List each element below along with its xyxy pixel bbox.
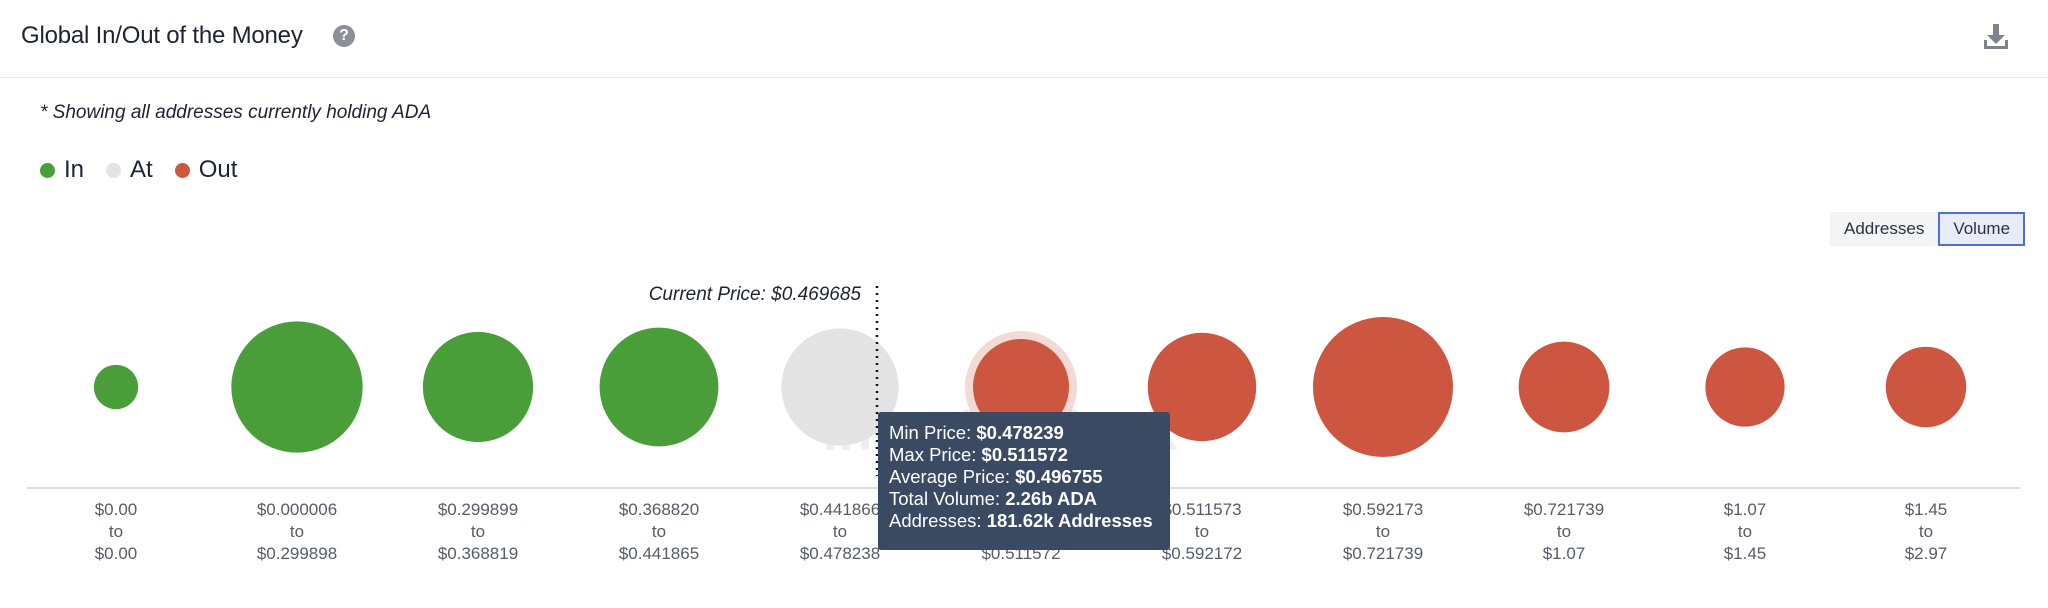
x-tick-label: $0.299899 to $0.368819 bbox=[438, 500, 518, 563]
tooltip-addresses: Addresses: 181.62k Addresses bbox=[889, 510, 1159, 532]
x-tick-label: $0.00 to $0.00 bbox=[95, 500, 138, 563]
bubble-in[interactable] bbox=[422, 331, 534, 443]
bubble-tooltip: Min Price: $0.478239 Max Price: $0.51157… bbox=[878, 412, 1170, 550]
x-tick-label: $0.511573 to $0.592172 bbox=[1162, 500, 1242, 563]
x-tick-label: $0.721739 to $1.07 bbox=[1524, 500, 1604, 563]
tooltip-min-price: Min Price: $0.478239 bbox=[889, 422, 1159, 444]
metric-toggle: Addresses Volume bbox=[1830, 212, 2026, 246]
tooltip-label: Total Volume: bbox=[889, 488, 1006, 509]
tooltip-total-volume: Total Volume: 2.26b ADA bbox=[889, 488, 1159, 510]
header: Global In/Out of the Money ? bbox=[0, 0, 2048, 78]
legend-item-at[interactable]: At bbox=[106, 156, 153, 184]
chart-legend: In At Out bbox=[40, 156, 237, 184]
legend-item-out[interactable]: Out bbox=[174, 156, 238, 184]
tooltip-average-price: Average Price: $0.496755 bbox=[889, 466, 1159, 488]
bubble-out[interactable] bbox=[1518, 341, 1610, 433]
x-tick-label: $0.592173 to $0.721739 bbox=[1343, 500, 1423, 563]
tooltip-value: 181.62k Addresses bbox=[986, 510, 1153, 531]
x-tick-label: $1.45 to $2.97 bbox=[1905, 500, 1948, 563]
legend-item-in[interactable]: In bbox=[40, 156, 84, 184]
x-tick-label: $0.368820 to $0.441865 bbox=[619, 500, 699, 563]
tooltip-label: Min Price: bbox=[889, 422, 977, 443]
holdings-note: * Showing all addresses currently holdin… bbox=[40, 102, 432, 123]
legend-dot-out bbox=[174, 162, 190, 178]
legend-dot-in bbox=[40, 162, 55, 178]
legend-dot-at bbox=[106, 162, 122, 178]
tooltip-value: 2.26b ADA bbox=[1005, 488, 1098, 509]
bubble-out[interactable] bbox=[1147, 332, 1257, 442]
legend-label-in: In bbox=[64, 156, 85, 183]
bubble-out[interactable] bbox=[1705, 347, 1785, 427]
tooltip-label: Average Price: bbox=[889, 466, 1016, 487]
bubble-out[interactable] bbox=[973, 339, 1069, 435]
bubble-in[interactable] bbox=[231, 321, 363, 453]
download-icon[interactable] bbox=[1982, 22, 2010, 52]
bubble-in[interactable] bbox=[93, 364, 139, 410]
x-tick-label: $1.07 to $1.45 bbox=[1724, 500, 1767, 563]
tooltip-value: $0.511572 bbox=[981, 444, 1068, 465]
bubble-in[interactable] bbox=[599, 327, 719, 447]
page-title: Global In/Out of the Money bbox=[21, 22, 303, 49]
tooltip-value: $0.496755 bbox=[1015, 466, 1103, 487]
legend-label-out: Out bbox=[198, 156, 238, 183]
volume-toggle-button[interactable]: Volume bbox=[1938, 212, 2026, 246]
bubble-at[interactable] bbox=[781, 328, 899, 446]
addresses-toggle-button[interactable]: Addresses bbox=[1830, 212, 1939, 246]
tooltip-max-price: Max Price: $0.511572 bbox=[889, 444, 1159, 466]
x-tick-label: $0.000006 to $0.299898 bbox=[257, 500, 337, 563]
tooltip-label: Addresses: bbox=[889, 510, 987, 531]
legend-label-at: At bbox=[130, 156, 153, 183]
tooltip-value: $0.478239 bbox=[976, 422, 1064, 443]
current-price-label: Current Price: $0.469685 bbox=[649, 284, 862, 305]
x-tick-label: $0.441866 to $0.478238 bbox=[800, 500, 880, 563]
bubble-out[interactable] bbox=[1313, 317, 1453, 457]
tooltip-label: Max Price: bbox=[889, 444, 982, 465]
question-circle-icon[interactable]: ? bbox=[333, 25, 355, 47]
bubble-out[interactable] bbox=[1885, 346, 1967, 428]
